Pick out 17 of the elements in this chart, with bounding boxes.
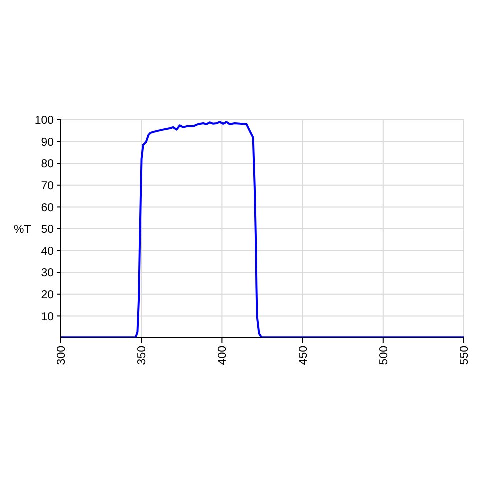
y-tick-label: 40 [41, 246, 54, 258]
y-tick-label: 30 [41, 268, 54, 280]
y-tick-label: 100 [34, 115, 54, 128]
x-tick-label: 400 [217, 346, 230, 366]
y-tick-label: 50 [41, 224, 54, 236]
y-tick-label: 10 [41, 311, 54, 324]
x-tick-label: 500 [378, 346, 390, 366]
y-tick-label: 80 [41, 158, 54, 171]
x-tick-label: 450 [298, 346, 310, 366]
y-tick-label: 60 [41, 202, 54, 214]
y-tick-label: 70 [41, 180, 54, 192]
y-tick-label: 90 [41, 136, 54, 149]
y-tick-label: 20 [41, 289, 54, 302]
y-axis-title: %T [14, 224, 32, 236]
x-tick-label: 350 [136, 346, 149, 366]
x-tick-label: 300 [56, 346, 68, 366]
x-tick-label: 550 [459, 346, 471, 366]
